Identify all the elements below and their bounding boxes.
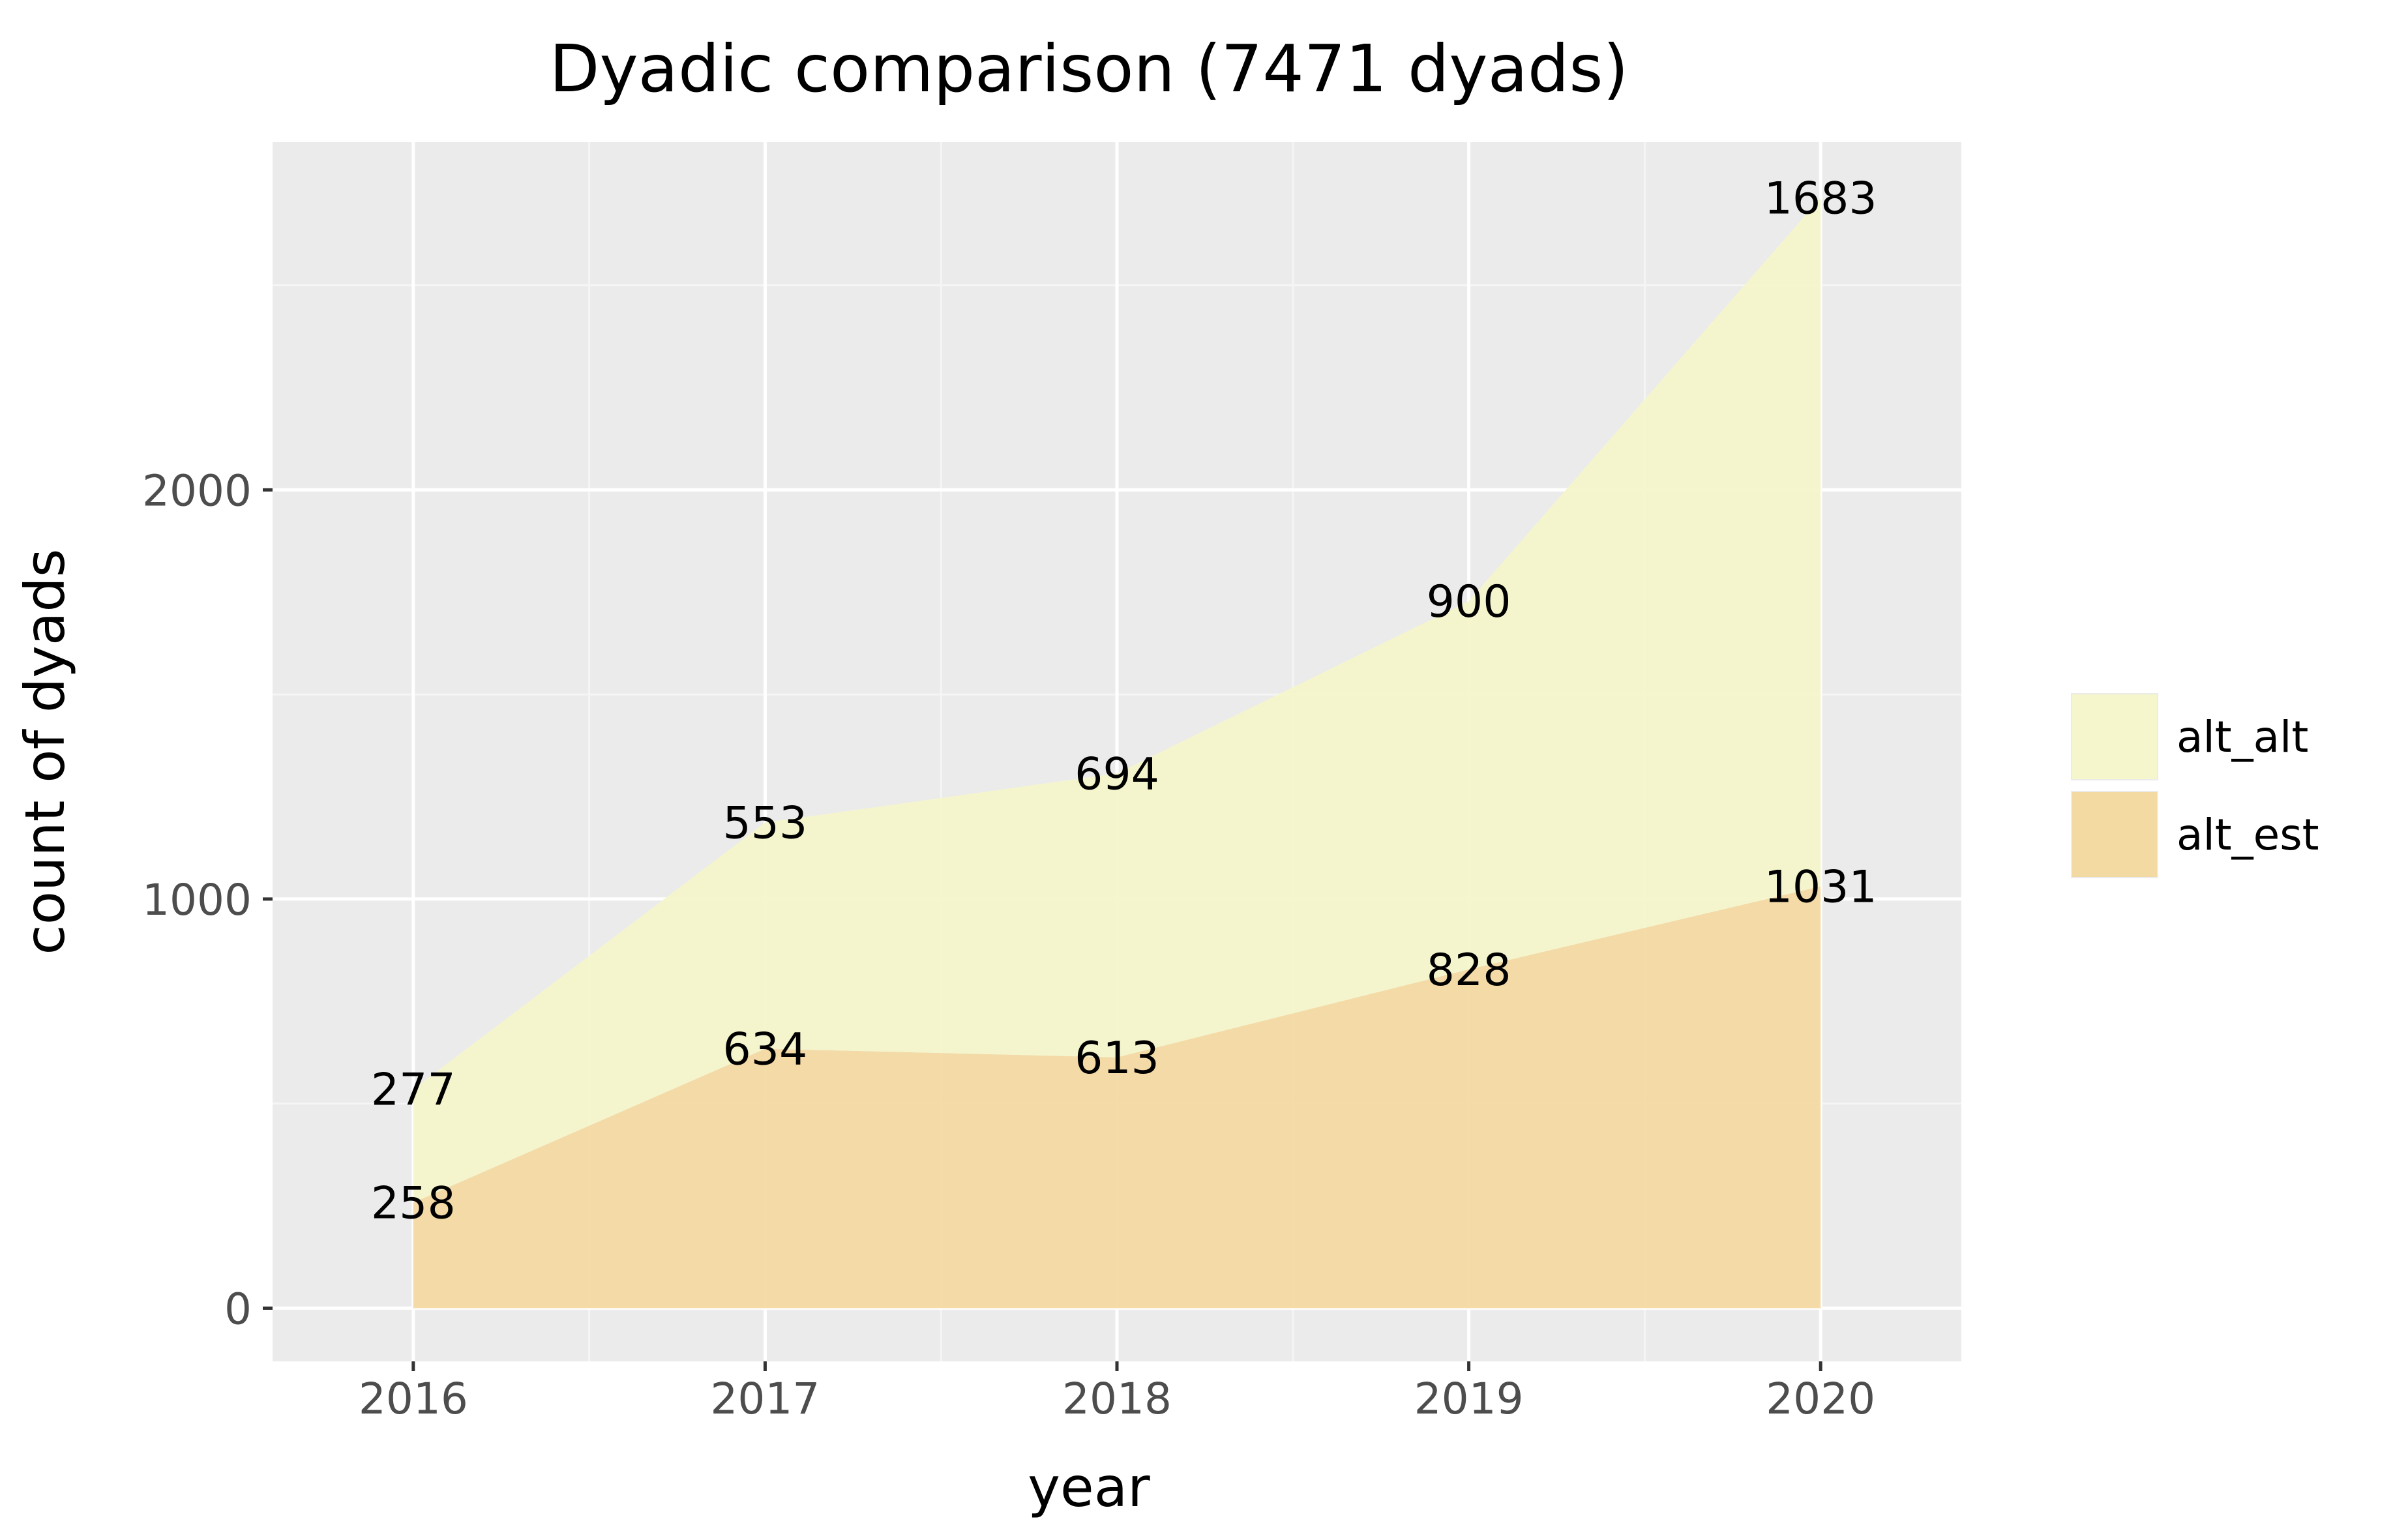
y-tick-label: 0 [224,1284,252,1334]
data-labels: 258 634 613 828 1031 277 553 694 900 1683 [371,173,1877,1229]
y-axis: 0 1000 2000 [142,466,273,1334]
legend-label-alt-est: alt_est [2177,810,2319,860]
legend-label-alt-alt: alt_alt [2177,712,2308,762]
data-label-alt-alt: 1683 [1764,173,1877,224]
area-alt-est [413,886,1821,1309]
data-label-alt-alt: 277 [371,1065,456,1116]
y-axis-title: count of dyads [13,549,77,955]
data-label-alt-alt: 900 [1427,576,1511,628]
y-tick-label: 1000 [142,875,252,925]
x-axis: 2016 2017 2018 2019 2020 [359,1361,1875,1424]
x-tick-label: 2016 [359,1374,468,1424]
x-tick-label: 2017 [710,1374,820,1424]
x-tick-label: 2019 [1414,1374,1524,1424]
area-series [413,198,1821,1309]
data-label-alt-est: 258 [371,1178,456,1230]
legend-swatch-alt-est [2072,792,2157,877]
x-tick-label: 2018 [1062,1374,1172,1424]
data-label-alt-alt: 694 [1075,748,1159,800]
x-axis-title: year [1028,1455,1150,1519]
x-tick-label: 2020 [1766,1374,1875,1424]
y-tick-label: 2000 [142,466,252,516]
legend: alt_alt alt_est [2071,693,2319,878]
chart-title: Dyadic comparison (7471 dyads) [550,31,1629,107]
data-label-alt-est: 634 [723,1024,808,1076]
area-alt-alt [413,198,1821,1203]
legend-swatch-alt-alt [2072,694,2157,779]
data-label-alt-est: 1031 [1764,861,1877,913]
data-label-alt-est: 828 [1427,945,1511,996]
data-label-alt-alt: 553 [723,798,808,850]
data-label-alt-est: 613 [1075,1033,1159,1084]
